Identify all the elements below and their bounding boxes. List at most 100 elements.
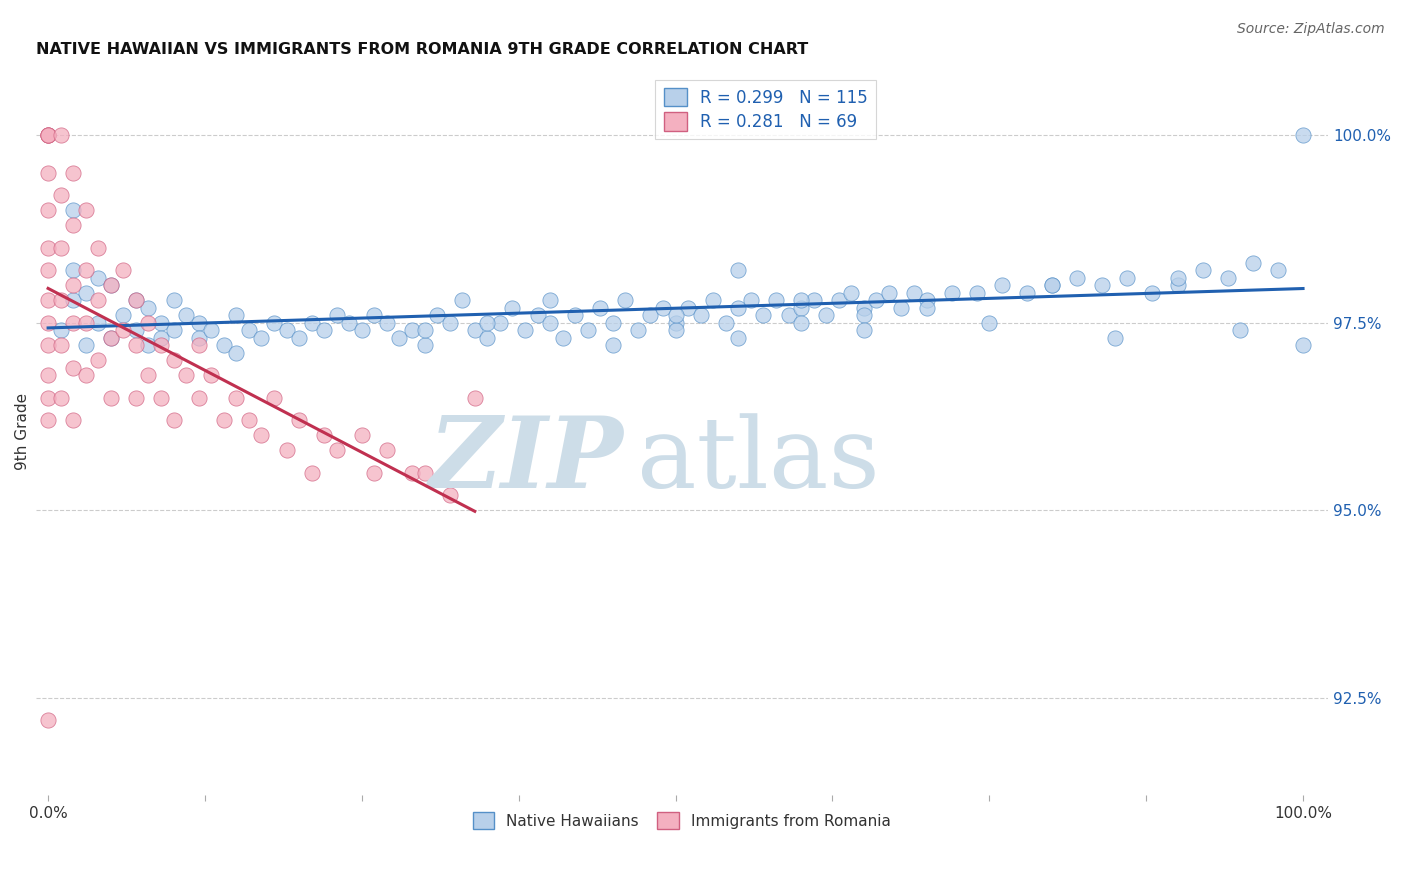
Point (37, 413, 59, 427)
Point (225, 345, 247, 359)
Point (464, 323, 486, 337)
Point (439, 488, 461, 502)
Point (49, 241, 72, 255)
Point (602, 316, 624, 330)
Point (162, 293, 184, 308)
Point (174, 308, 197, 322)
Point (1292, 338, 1315, 352)
Point (1167, 270, 1189, 285)
Point (363, 466, 385, 480)
Point (401, 323, 423, 337)
Point (75, 263, 97, 277)
Point (877, 285, 900, 300)
Point (87, 293, 110, 308)
Point (676, 301, 699, 315)
Point (388, 331, 411, 345)
Point (903, 285, 925, 300)
Point (62, 166, 84, 180)
Point (413, 338, 436, 352)
Point (62, 316, 84, 330)
Point (538, 293, 561, 308)
Point (125, 293, 148, 308)
Point (212, 338, 235, 352)
Point (87, 241, 110, 255)
Point (915, 301, 938, 315)
Point (263, 316, 285, 330)
Point (538, 316, 561, 330)
Point (464, 391, 486, 405)
Point (1040, 278, 1063, 293)
Point (890, 301, 912, 315)
Point (852, 301, 875, 315)
Point (238, 413, 260, 427)
Point (150, 316, 173, 330)
Point (37, 316, 59, 330)
Point (664, 323, 686, 337)
Point (37, 128, 59, 143)
Point (49, 293, 72, 308)
Point (1116, 270, 1139, 285)
Point (62, 413, 84, 427)
Point (49, 338, 72, 352)
Point (138, 338, 160, 352)
Point (564, 308, 586, 322)
Point (125, 391, 148, 405)
Point (75, 316, 97, 330)
Point (426, 308, 449, 322)
Point (1015, 285, 1038, 300)
Point (225, 308, 247, 322)
Point (62, 218, 84, 232)
Point (62, 293, 84, 308)
Point (37, 293, 59, 308)
Point (375, 443, 398, 458)
Point (100, 278, 122, 293)
Point (1191, 263, 1213, 277)
Text: Source: ZipAtlas.com: Source: ZipAtlas.com (1237, 22, 1385, 37)
Point (627, 323, 650, 337)
Point (288, 331, 311, 345)
Point (551, 331, 574, 345)
Point (1167, 278, 1189, 293)
Point (614, 293, 637, 308)
Point (37, 128, 59, 143)
Point (941, 285, 963, 300)
Point (150, 391, 173, 405)
Point (363, 308, 385, 322)
Point (62, 263, 84, 277)
Point (337, 316, 360, 330)
Point (276, 443, 298, 458)
Point (477, 316, 499, 330)
Point (640, 308, 662, 322)
Point (112, 323, 135, 337)
Point (765, 293, 787, 308)
Point (451, 293, 474, 308)
Point (62, 278, 84, 293)
Point (915, 293, 938, 308)
Point (576, 323, 599, 337)
Point (75, 338, 97, 352)
Point (778, 308, 800, 322)
Point (1142, 285, 1164, 300)
Point (162, 413, 184, 427)
Point (87, 316, 110, 330)
Point (727, 263, 749, 277)
Point (263, 391, 285, 405)
Point (250, 428, 273, 442)
Point (37, 166, 59, 180)
Point (37, 368, 59, 383)
Point (49, 128, 72, 143)
Point (62, 360, 84, 375)
Point (727, 331, 749, 345)
Point (75, 203, 97, 218)
Point (314, 323, 336, 337)
Point (87, 270, 110, 285)
Legend: Native Hawaiians, Immigrants from Romania: Native Hawaiians, Immigrants from Romani… (467, 806, 897, 835)
Point (513, 323, 536, 337)
Text: atlas: atlas (637, 413, 879, 508)
Point (689, 308, 711, 322)
Point (62, 203, 84, 218)
Point (187, 331, 209, 345)
Point (966, 285, 988, 300)
Point (37, 128, 59, 143)
Point (225, 391, 247, 405)
